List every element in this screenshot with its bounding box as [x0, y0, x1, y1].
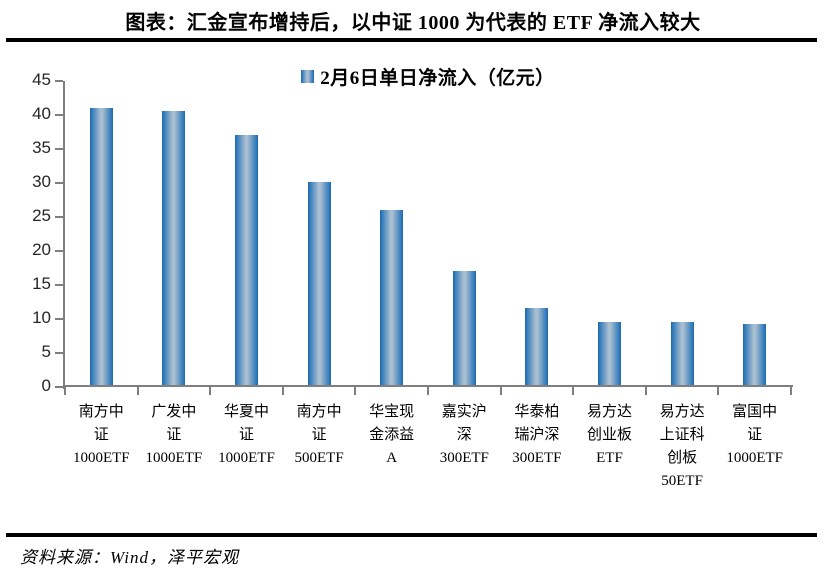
chart-legend: 2月6日单日净流入（亿元） [65, 64, 791, 89]
y-axis-tick [55, 216, 63, 218]
x-axis-tick [354, 387, 357, 395]
y-axis-tick-label: 10 [32, 308, 51, 327]
x-category-label: 华泰柏瑞沪深 300ETF [497, 401, 578, 470]
x-axis-tick [644, 387, 647, 395]
x-category-label-line: 证 [747, 427, 763, 443]
y-axis-tick [55, 250, 63, 252]
bar-嘉实沪深300ETF [452, 270, 476, 385]
y-axis-tick-label: 5 [41, 342, 51, 361]
y-axis-tick-label: 30 [32, 172, 51, 191]
x-category-label-line: 50ETF [661, 473, 703, 489]
bar-南方中证1000ETF [89, 108, 113, 385]
x-category-label-line: 瑞沪深 [514, 427, 560, 443]
x-axis-tick [136, 387, 139, 395]
x-category-label: 易方达上证科创板 50ETF [642, 401, 723, 493]
x-axis-tick [209, 387, 212, 395]
y-axis-tick-label: 15 [32, 274, 51, 293]
y-axis-tick [55, 182, 63, 184]
x-category-label-line: 金添益 [369, 427, 415, 443]
bar-易方达上证科创板50ETF [670, 321, 694, 385]
x-category-label: 富国中证 1000ETF [714, 401, 795, 470]
bar-易方达创业板ETF [598, 321, 621, 385]
bottom-rule [6, 533, 817, 537]
page-title: 图表：汇金宣布增持后，以中证 1000 为代表的 ETF 净流入较大 [125, 12, 701, 34]
source-note: 资料来源：Wind，泽平宏观 [20, 548, 239, 567]
x-category-label-line: 1000ETF [72, 450, 130, 466]
x-axis-tick [499, 387, 502, 395]
x-category-label: 南方中证 500ETF [279, 401, 360, 470]
x-axis-tick [281, 387, 284, 395]
x-category-label-line: 南方中 [296, 404, 342, 420]
x-category-label-line: 证 [166, 427, 182, 443]
x-category-label-line: 500ETF [294, 450, 344, 466]
x-category-label-line: A [386, 450, 398, 466]
y-axis-tick [55, 114, 63, 116]
y-axis-tick-label: 45 [32, 70, 51, 89]
plot-area: 0 5 10 15 20 25 30 35 40 45 南方中证 1000ETF 广发中证 1000ETF… [32, 70, 793, 489]
x-category-label-line: 华夏中 [223, 404, 269, 420]
x-category-label-line: 证 [93, 427, 109, 443]
x-category-label-line: 嘉实沪 [441, 404, 487, 420]
legend-marker-icon [301, 70, 315, 83]
x-category-label: 华宝现金添益 A [351, 401, 432, 470]
y-axis-tick-label: 20 [32, 240, 51, 259]
x-category-label-line: 易方达 [586, 404, 632, 420]
y-axis-tick [55, 284, 63, 286]
x-category-label-line: 上证科 [659, 427, 705, 443]
bar-富国中证1000ETF [743, 323, 767, 385]
x-category-label-line: 1000ETF [218, 450, 275, 466]
legend-label: 2月6日单日净流入（亿元） [320, 67, 555, 89]
x-axis-tick [64, 387, 66, 395]
x-category-label: 嘉实沪深 300ETF [424, 401, 505, 470]
y-axis-tick-label: 40 [32, 104, 51, 123]
x-category-label-line: ETF [596, 450, 623, 466]
bar-华宝现金添益A [380, 210, 404, 385]
x-category-label-line: 易方达 [659, 404, 705, 420]
x-category-label-line: 创板 [667, 450, 698, 466]
x-axis-tick [427, 387, 429, 395]
x-category-label-line: 富国中 [732, 404, 778, 420]
y-axis-tick [55, 80, 63, 82]
y-axis-line [63, 81, 65, 389]
x-category-label-line: 300ETF [512, 450, 562, 466]
x-category-label-line: 证 [311, 427, 327, 443]
x-category-label: 易方达创业板 ETF [569, 401, 650, 470]
x-category-label-line: 深 [456, 427, 472, 443]
bar-南方中证500ETF [307, 181, 331, 385]
x-category-label-line: 证 [238, 427, 254, 443]
x-category-label: 华夏中证 1000ETF [206, 401, 287, 470]
y-axis-tick [55, 318, 63, 320]
y-axis-tick [55, 386, 63, 388]
x-axis-line [63, 385, 793, 387]
x-axis-tick [572, 387, 575, 395]
x-category-label-line: 华宝现 [369, 404, 415, 420]
y-axis-tick [55, 352, 63, 354]
x-category-label-line: 创业板 [586, 427, 632, 443]
x-category-label-line: 1000ETF [726, 450, 784, 466]
bar-华夏中证1000ETF [235, 135, 258, 385]
x-axis-tick [717, 387, 720, 395]
x-category-label-line: 1000ETF [145, 450, 203, 466]
bar-华泰柏瑞沪深300ETF [525, 308, 549, 385]
x-category-label: 南方中证 1000ETF [61, 401, 142, 470]
y-axis-tick-label: 0 [41, 376, 51, 395]
x-category-label-line: 300ETF [439, 450, 489, 466]
y-axis-tick-label: 25 [32, 206, 51, 225]
y-axis-tick-label: 35 [32, 138, 51, 157]
x-category-label-line: 广发中 [151, 404, 197, 420]
bar-广发中证1000ETF [162, 110, 186, 385]
x-category-label: 广发中证 1000ETF [134, 401, 215, 470]
x-category-label-line: 华泰柏 [514, 404, 560, 420]
y-axis-tick [55, 148, 63, 150]
top-rule [6, 38, 817, 42]
x-axis-tick [790, 387, 792, 395]
x-category-label-line: 南方中 [78, 404, 124, 420]
